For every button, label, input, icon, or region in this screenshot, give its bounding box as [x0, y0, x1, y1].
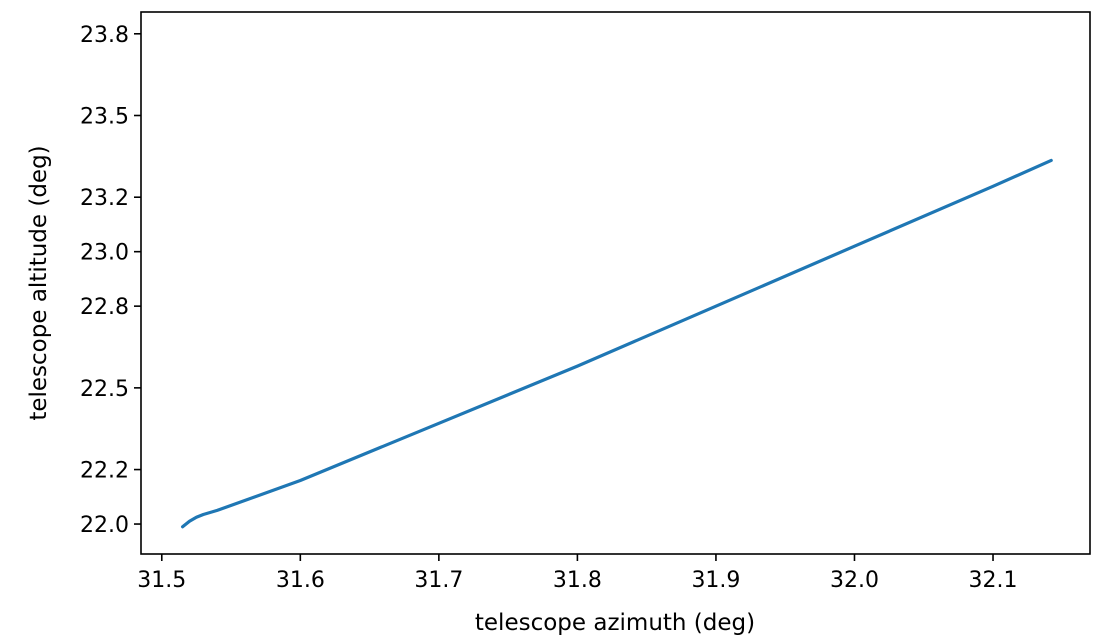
y-tick-label: 23.0	[80, 241, 129, 266]
x-tick-label: 31.5	[137, 568, 186, 593]
y-tick-label: 23.2	[80, 186, 129, 211]
y-tick-label: 22.5	[80, 377, 129, 402]
y-tick-label: 22.2	[80, 459, 129, 484]
y-tick-label: 22.0	[80, 513, 129, 538]
x-tick-label: 31.8	[553, 568, 602, 593]
y-tick-label: 23.8	[80, 23, 129, 48]
x-axis-ticks: 31.5 31.6 31.7 31.8 31.9 32.0 32.1	[137, 554, 1018, 593]
series-layer	[181, 158, 1053, 529]
series-line	[181, 158, 1053, 529]
y-axis-label: telescope altitude (deg)	[26, 145, 52, 420]
y-axis-ticks: 22.0 22.2 22.5 22.8 23.0 23.2 23.5 23.8	[80, 23, 141, 538]
x-tick-label: 31.9	[691, 568, 740, 593]
x-tick-label: 32.1	[969, 568, 1018, 593]
y-tick-label: 23.5	[80, 104, 129, 129]
plot-area-frame	[140, 11, 1091, 555]
x-axis-label: telescope azimuth (deg)	[475, 610, 755, 636]
x-tick-label: 31.6	[276, 568, 325, 593]
x-tick-label: 32.0	[830, 568, 879, 593]
x-tick-label: 31.7	[414, 568, 463, 593]
y-tick-label: 22.8	[80, 295, 129, 320]
